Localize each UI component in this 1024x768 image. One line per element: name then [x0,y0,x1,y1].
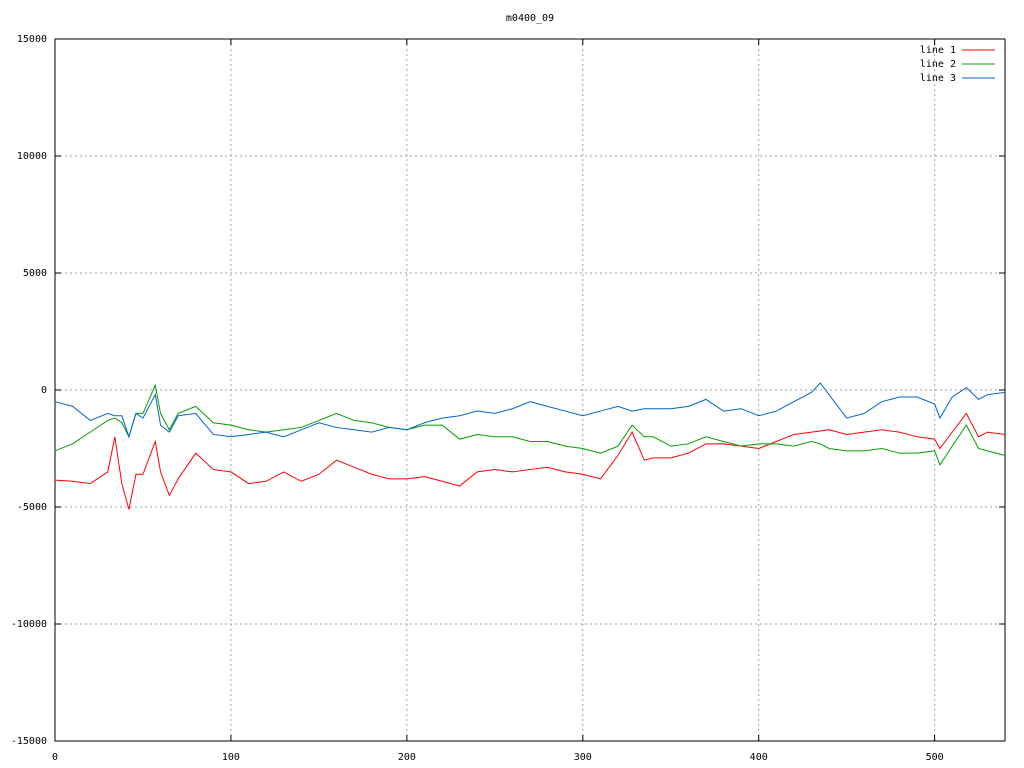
plot-border [54,38,1006,742]
y-tick-label: 5000 [23,268,47,279]
y-tick-label: 10000 [17,151,47,162]
y-tick-label: -5000 [17,502,47,513]
data-line [54,383,1006,466]
y-tick-label: 0 [41,385,47,396]
data-line [54,412,1006,510]
x-tick-label: 300 [574,752,592,763]
x-tick-label: 200 [398,752,416,763]
x-tick-label: 500 [926,752,944,763]
chart-title: m0400_09 [506,13,554,24]
y-tick-label: 15000 [17,34,47,45]
y-tick-label: -15000 [11,736,47,747]
legend-label: line 2 [920,59,956,70]
x-tick-label: 100 [222,752,240,763]
data-line [54,382,1006,439]
x-tick-label: 0 [52,752,58,763]
legend-label: line 1 [920,45,956,56]
legend-label: line 3 [920,73,956,84]
y-tick-label: -10000 [11,619,47,630]
x-tick-label: 400 [750,752,768,763]
